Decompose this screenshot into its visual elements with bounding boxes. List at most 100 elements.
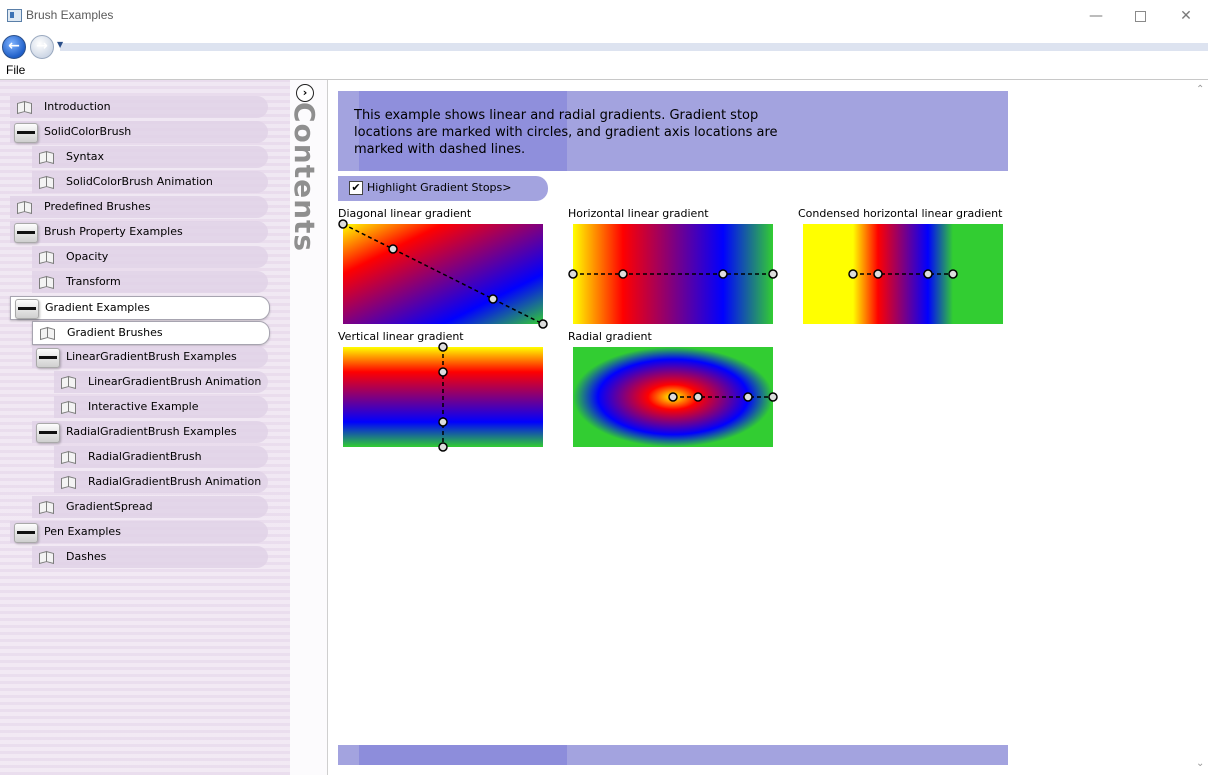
sidebar-item[interactable]: Brush Property Examples xyxy=(10,221,268,243)
gradient-stop-marker xyxy=(438,342,448,352)
scroll-down-icon[interactable]: ⌄ xyxy=(1196,758,1205,769)
highlight-stops-toggle[interactable]: ✔ Highlight Gradient Stops> xyxy=(338,176,548,201)
condensed-gradient-label: Condensed horizontal linear gradient xyxy=(798,207,1003,220)
folder-icon xyxy=(36,423,60,443)
gradient-stop-marker xyxy=(768,269,778,279)
gradient-stop-marker xyxy=(388,244,398,254)
contents-collapse-button[interactable]: › xyxy=(296,84,314,102)
gradient-stop-marker xyxy=(923,269,933,279)
menu-bar: File xyxy=(0,61,1208,80)
sidebar-item[interactable]: Syntax xyxy=(32,146,268,168)
sidebar-item-label: SolidColorBrush xyxy=(44,125,132,138)
folder-icon xyxy=(14,123,38,143)
gradient-stop-marker xyxy=(693,392,703,402)
horizontal-gradient-label: Horizontal linear gradient xyxy=(568,207,709,220)
gradient-stop-marker xyxy=(488,294,498,304)
scroll-up-icon[interactable]: ⌃ xyxy=(1196,84,1205,95)
sidebar-item-label: Predefined Brushes xyxy=(44,200,151,213)
sidebar-item[interactable]: RadialGradientBrush xyxy=(54,446,268,468)
gradient-stop-marker xyxy=(873,269,883,279)
sidebar-item[interactable]: Interactive Example xyxy=(54,396,268,418)
sidebar-item-label: RadialGradientBrush xyxy=(88,450,202,463)
sidebar-item-label: SolidColorBrush Animation xyxy=(66,175,213,188)
contents-heading-label: Contents xyxy=(288,102,321,253)
close-button[interactable]: ✕ xyxy=(1180,8,1192,24)
gradient-stop-marker xyxy=(438,417,448,427)
sidebar-item[interactable]: RadialGradientBrush Examples xyxy=(32,421,268,443)
sidebar-item-label: RadialGradientBrush Examples xyxy=(66,425,237,438)
book-icon xyxy=(39,501,53,513)
gradient-stop-marker xyxy=(948,269,958,279)
vertical-gradient-label: Vertical linear gradient xyxy=(338,330,464,343)
sidebar-item-label: Syntax xyxy=(66,150,105,163)
book-icon xyxy=(39,176,53,188)
sidebar-item[interactable]: Transform xyxy=(32,271,268,293)
gradient-stop-marker xyxy=(438,442,448,452)
forward-button[interactable]: → xyxy=(30,35,54,59)
highlight-label: Highlight Gradient Stops> xyxy=(367,181,512,194)
gradient-stop-marker xyxy=(743,392,753,402)
diagonal-gradient-label: Diagonal linear gradient xyxy=(338,207,472,220)
menu-file[interactable]: File xyxy=(6,63,26,77)
footer-band xyxy=(359,745,567,765)
description-band xyxy=(359,91,567,171)
diagonal-gradient-axis xyxy=(342,223,544,325)
minimize-button[interactable]: — xyxy=(1089,8,1103,24)
sidebar-item-label: Dashes xyxy=(66,550,107,563)
diagonal-gradient-swatch xyxy=(338,219,548,329)
book-icon xyxy=(17,201,31,213)
radial-gradient-label: Radial gradient xyxy=(568,330,652,343)
folder-icon xyxy=(14,223,38,243)
sidebar-item[interactable]: Gradient Brushes xyxy=(32,321,270,345)
horizontal-gradient-swatch xyxy=(568,224,778,324)
sidebar-item[interactable]: Pen Examples xyxy=(10,521,268,543)
sidebar-item-label: LinearGradientBrush Examples xyxy=(66,350,237,363)
description-panel: This example shows linear and radial gra… xyxy=(338,91,1008,171)
book-icon xyxy=(40,327,54,339)
navigation-strip xyxy=(60,43,1208,51)
sidebar-item[interactable]: Dashes xyxy=(32,546,268,568)
book-icon xyxy=(61,401,75,413)
sidebar-item[interactable]: LinearGradientBrush Examples xyxy=(32,346,268,368)
sidebar-item[interactable]: SolidColorBrush Animation xyxy=(32,171,268,193)
gradient-stop-marker xyxy=(568,269,578,279)
book-icon xyxy=(61,376,75,388)
sidebar-item-label: Opacity xyxy=(66,250,109,263)
gradient-stop-marker xyxy=(718,269,728,279)
history-dropdown-icon[interactable]: ▼ xyxy=(57,40,64,49)
back-button[interactable]: ← xyxy=(2,35,26,59)
contents-heading: Contents xyxy=(287,102,321,272)
highlight-checkbox[interactable]: ✔ xyxy=(349,181,363,195)
sidebar-item-label: Brush Property Examples xyxy=(44,225,183,238)
sidebar-item[interactable]: Opacity xyxy=(32,246,268,268)
book-icon xyxy=(61,476,75,488)
sidebar-item-label: Transform xyxy=(66,275,121,288)
app-icon xyxy=(7,9,22,22)
sidebar-item[interactable]: Predefined Brushes xyxy=(10,196,268,218)
sidebar-item-label: LinearGradientBrush Animation xyxy=(88,375,262,388)
gradient-stop-marker xyxy=(338,219,348,229)
book-icon xyxy=(39,551,53,563)
book-icon xyxy=(39,251,53,263)
navigation-bar xyxy=(0,32,1208,60)
sidebar-item[interactable]: Gradient Examples xyxy=(10,296,270,320)
sidebar-item[interactable]: GradientSpread xyxy=(32,496,268,518)
sidebar-item-label: Gradient Brushes xyxy=(67,326,163,339)
vertical-gradient-swatch xyxy=(343,342,543,452)
folder-icon xyxy=(36,348,60,368)
book-icon xyxy=(17,101,31,113)
sidebar-item-label: GradientSpread xyxy=(66,500,153,513)
footer-panel xyxy=(338,745,1008,765)
book-icon xyxy=(61,451,75,463)
gradient-stop-marker xyxy=(848,269,858,279)
folder-icon xyxy=(15,299,39,319)
folder-icon xyxy=(14,523,38,543)
window-title: Brush Examples xyxy=(26,8,114,22)
sidebar-item[interactable]: LinearGradientBrush Animation xyxy=(54,371,268,393)
maximize-icon xyxy=(1134,10,1146,22)
sidebar-item[interactable]: SolidColorBrush xyxy=(10,121,268,143)
maximize-button[interactable] xyxy=(1118,4,1162,28)
sidebar-item[interactable]: Introduction xyxy=(10,96,268,118)
sidebar-item-label: Interactive Example xyxy=(88,400,199,413)
sidebar-item[interactable]: RadialGradientBrush Animation xyxy=(54,471,268,493)
